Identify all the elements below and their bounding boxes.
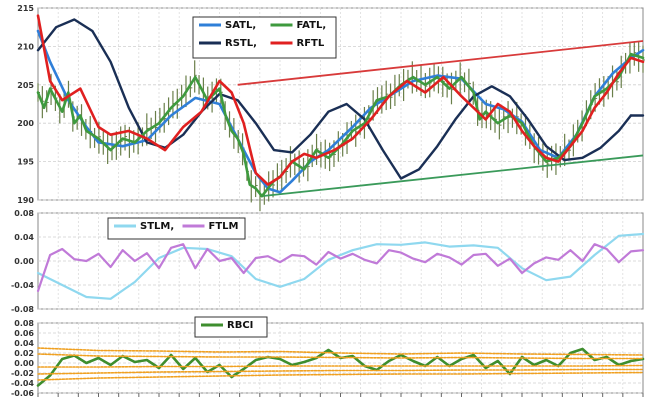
series-line-rstl (36, 18, 633, 180)
rbci-ytick-label: 0.02 (14, 349, 34, 358)
stlm-legend-box (107, 217, 246, 240)
series-line-band-2 (37, 353, 644, 360)
legend-label: RSTL, (225, 38, 257, 49)
legend-label: RFTL (297, 38, 325, 49)
rbci-ytick-label: 0.08 (14, 319, 34, 328)
price-ytick-label: 210 (17, 42, 34, 51)
legend-label: RBCI (227, 320, 253, 331)
rbci-legend-box (194, 316, 268, 338)
series-line-band-4 (37, 368, 644, 375)
series-line-rftl (36, 14, 645, 186)
series-line-band-5 (37, 371, 644, 381)
stlm-ytick-label: 0.04 (14, 233, 34, 242)
rbci-ytick-label: -0.02 (11, 369, 34, 378)
price-ytick-label: 200 (17, 119, 34, 128)
stlm-ytick-label: -0.08 (11, 305, 34, 314)
rbci-ytick-label: 0.00 (14, 359, 34, 368)
stlm-ytick-label: 0.08 (14, 209, 34, 218)
price-ytick-label: 205 (17, 81, 34, 90)
series-line-satl (36, 29, 645, 194)
rbci-ytick-label: -0.04 (11, 379, 34, 388)
legend-label: SATL, (225, 20, 256, 31)
series-line-band-3 (37, 364, 644, 368)
price-ytick-label: 195 (17, 158, 34, 167)
legend-label: FATL, (297, 20, 327, 31)
price-ytick-label: 190 (17, 196, 34, 205)
legend-label: FTLM (209, 221, 239, 232)
series-line-ftlm (36, 243, 645, 293)
series-line-stlm (36, 232, 645, 300)
trendline-upper (237, 40, 644, 86)
trendline-lower (261, 154, 644, 198)
rbci-ytick-label: 0.06 (14, 329, 34, 338)
rbci-ytick-label: -0.06 (11, 389, 34, 398)
stlm-ytick-label: 0.00 (14, 257, 34, 266)
legend-label: STLM, (140, 221, 174, 232)
price-ytick-label: 215 (17, 4, 34, 13)
rbci-ytick-label: 0.04 (14, 339, 34, 348)
series-line-band-1 (37, 347, 644, 356)
stlm-ytick-label: -0.04 (11, 281, 34, 290)
